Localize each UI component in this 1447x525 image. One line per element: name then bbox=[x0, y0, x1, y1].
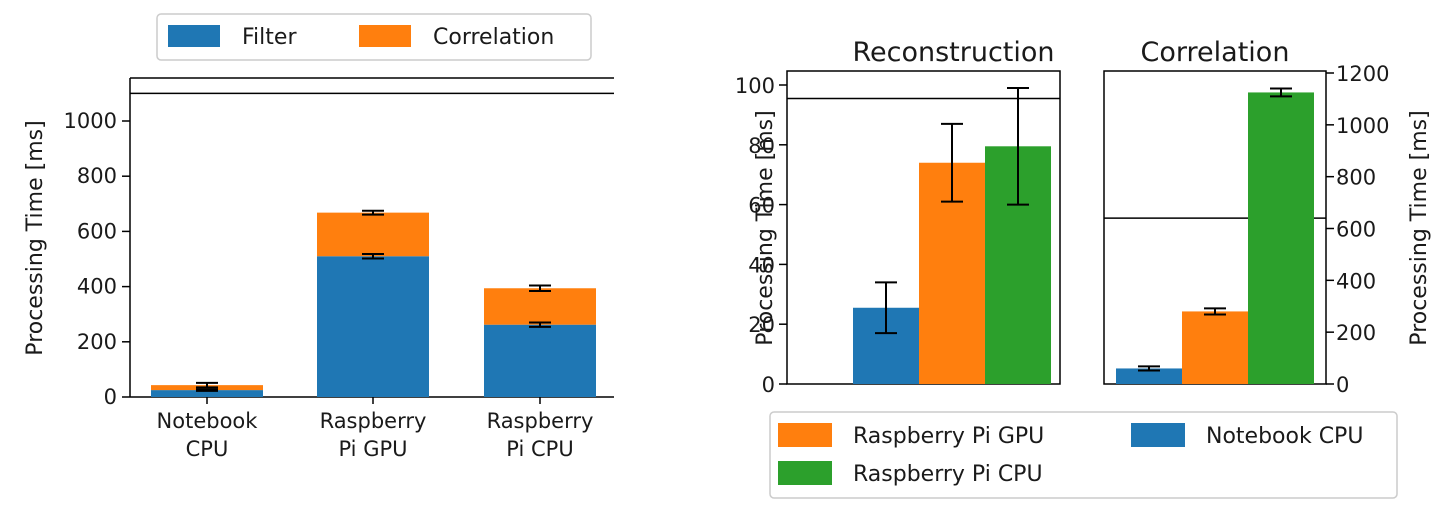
bar-correlation bbox=[484, 288, 596, 325]
x-tick-label: Pi CPU bbox=[506, 437, 573, 461]
error-bar bbox=[1007, 86, 1029, 206]
bar bbox=[1248, 92, 1314, 384]
y-tick-label: 1000 bbox=[64, 109, 117, 133]
error-bar bbox=[362, 209, 384, 216]
y-tick-label: 1000 bbox=[1336, 114, 1389, 138]
chart-reconstruction: 0 20 40 60 80 100 Processing Time [ms] Reconstr… bbox=[735, 37, 1061, 397]
error-bar bbox=[362, 253, 384, 260]
chart-correlation: 0 200 400 600 800 1000 1200 Processing Time [ms… bbox=[1103, 37, 1432, 397]
legend-swatch bbox=[1131, 423, 1185, 447]
x-tick-label: CPU bbox=[186, 437, 229, 461]
chart-stacked-processing-time: 0 200 400 600 800 1000 Processing Time [ms] Not… bbox=[23, 13, 614, 461]
y-tick-label: 200 bbox=[77, 330, 117, 354]
y-tick-label: 80 bbox=[748, 134, 775, 158]
legend-swatch bbox=[168, 25, 220, 47]
legend-label: Raspberry Pi GPU bbox=[853, 424, 1044, 449]
bar-filter bbox=[317, 256, 429, 397]
legend-label: Raspberry Pi CPU bbox=[853, 462, 1043, 487]
bar bbox=[1116, 368, 1182, 384]
y-tick-label: 40 bbox=[748, 253, 775, 277]
chart-title: Reconstruction bbox=[852, 37, 1054, 68]
bar-correlation bbox=[317, 212, 429, 257]
legend-frame bbox=[769, 411, 1398, 499]
x-tick-label: Raspberry bbox=[487, 409, 594, 433]
y-tick-label: 600 bbox=[77, 219, 117, 243]
y-tick-label: 200 bbox=[1336, 321, 1376, 345]
error-bar bbox=[941, 122, 963, 203]
error-bar bbox=[1204, 307, 1226, 316]
error-bar bbox=[1270, 87, 1292, 98]
error-bar bbox=[875, 281, 897, 335]
x-tick-label: Raspberry bbox=[320, 409, 427, 433]
y-axis-label: Processing Time [ms] bbox=[23, 120, 48, 355]
y-tick-label: 60 bbox=[748, 194, 775, 218]
chart-title: Correlation bbox=[1141, 37, 1290, 68]
bar bbox=[1182, 311, 1248, 384]
legend-label: Notebook CPU bbox=[1206, 424, 1363, 449]
y-tick-label: 600 bbox=[1336, 218, 1376, 242]
y-tick-label: 0 bbox=[1336, 373, 1349, 397]
y-tick-label: 20 bbox=[748, 313, 775, 337]
y-tick-label: 800 bbox=[1336, 166, 1376, 190]
y-tick-label: 400 bbox=[1336, 269, 1376, 293]
legend-swatch bbox=[778, 461, 832, 485]
y-tick-label: 800 bbox=[77, 164, 117, 188]
error-bar bbox=[529, 284, 551, 293]
legend-label: Filter bbox=[242, 25, 297, 50]
error-bar bbox=[1138, 365, 1160, 372]
legend-swatch bbox=[359, 25, 411, 47]
y-axis-label: Processing Time [ms] bbox=[753, 110, 778, 345]
y-tick-label: 100 bbox=[735, 74, 775, 98]
y-axis-label: Processing Time [ms] bbox=[1407, 110, 1432, 345]
y-tick-label: 1200 bbox=[1336, 62, 1389, 86]
x-tick-label: Pi GPU bbox=[338, 437, 407, 461]
x-tick-label: Notebook bbox=[157, 409, 259, 433]
y-tick-label: 0 bbox=[762, 373, 775, 397]
legend-label: Correlation bbox=[433, 25, 554, 50]
y-tick-label: 400 bbox=[77, 275, 117, 299]
error-bar bbox=[529, 321, 551, 328]
y-tick-label: 0 bbox=[104, 385, 117, 409]
legend-stacked: Filter Correlation bbox=[156, 13, 592, 61]
legend-swatch bbox=[778, 423, 832, 447]
error-bar bbox=[196, 388, 218, 392]
error-bar bbox=[196, 381, 218, 389]
bar-filter bbox=[151, 390, 263, 397]
legend-right: Raspberry Pi GPU Notebook CPU Raspberry Pi… bbox=[769, 411, 1398, 499]
bar-filter bbox=[484, 324, 596, 397]
